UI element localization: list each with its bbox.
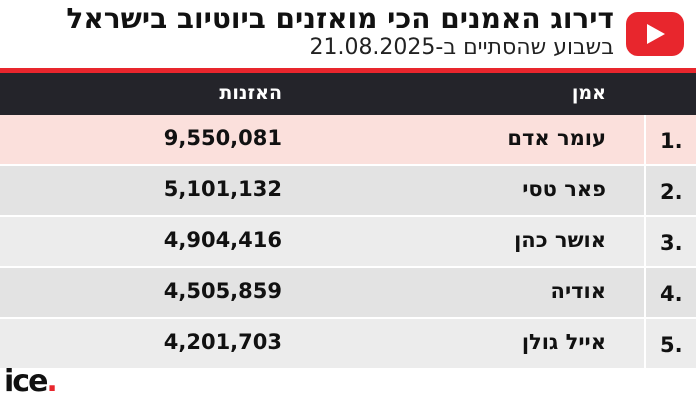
table-body: 1. עומר אדם 9,550,081 2. פאר טסי 5,101,1… bbox=[0, 115, 696, 370]
column-header-artist: אמן bbox=[571, 82, 606, 104]
rank-cell: 3. bbox=[644, 217, 696, 266]
play-triangle-icon bbox=[647, 24, 665, 44]
ice-logo-text: ice bbox=[4, 364, 48, 399]
artist-name: אושר כהן bbox=[514, 228, 606, 252]
listens-value: 9,550,081 bbox=[163, 126, 282, 150]
listens-value: 5,101,132 bbox=[163, 177, 282, 201]
chart-title: דירוג האמנים הכי מואזנים ביוטיוב בישראל bbox=[66, 2, 614, 35]
table-row: 5. אייל גולן 4,201,703 bbox=[0, 319, 696, 368]
table-header: אמן האזנות bbox=[0, 73, 696, 115]
rank-cell: 1. bbox=[644, 115, 696, 164]
listens-value: 4,201,703 bbox=[163, 330, 282, 354]
rank-cell: 2. bbox=[644, 166, 696, 215]
table-row: 2. פאר טסי 5,101,132 bbox=[0, 166, 696, 215]
table-row: 4. אודיה 4,505,859 bbox=[0, 268, 696, 317]
listens-value: 4,904,416 bbox=[163, 228, 282, 252]
rank-cell: 4. bbox=[644, 268, 696, 317]
artist-name: אודיה bbox=[550, 279, 606, 303]
artist-name: אייל גולן bbox=[521, 330, 606, 354]
artist-name: פאר טסי bbox=[522, 177, 606, 201]
table-row: 3. אושר כהן 4,904,416 bbox=[0, 217, 696, 266]
ice-logo-dot: . bbox=[46, 364, 57, 399]
artist-name: עומר אדם bbox=[507, 126, 606, 150]
rank-cell: 5. bbox=[644, 319, 696, 368]
rank-number: 5. bbox=[660, 333, 683, 357]
header: דירוג האמנים הכי מואזנים ביוטיוב בישראל … bbox=[0, 0, 696, 68]
column-header-listens: האזנות bbox=[219, 82, 282, 104]
accent-divider bbox=[0, 68, 696, 73]
listens-value: 4,505,859 bbox=[163, 279, 282, 303]
ice-logo: ice. bbox=[4, 364, 58, 399]
youtube-icon bbox=[626, 12, 684, 56]
chart-subtitle: בשבוע שהסתיים ב-21.08.2025 bbox=[309, 35, 614, 60]
table-row: 1. עומר אדם 9,550,081 bbox=[0, 115, 696, 164]
rank-number: 4. bbox=[660, 282, 683, 306]
rank-number: 3. bbox=[660, 231, 683, 255]
rank-number: 1. bbox=[660, 129, 683, 153]
rank-number: 2. bbox=[660, 180, 683, 204]
